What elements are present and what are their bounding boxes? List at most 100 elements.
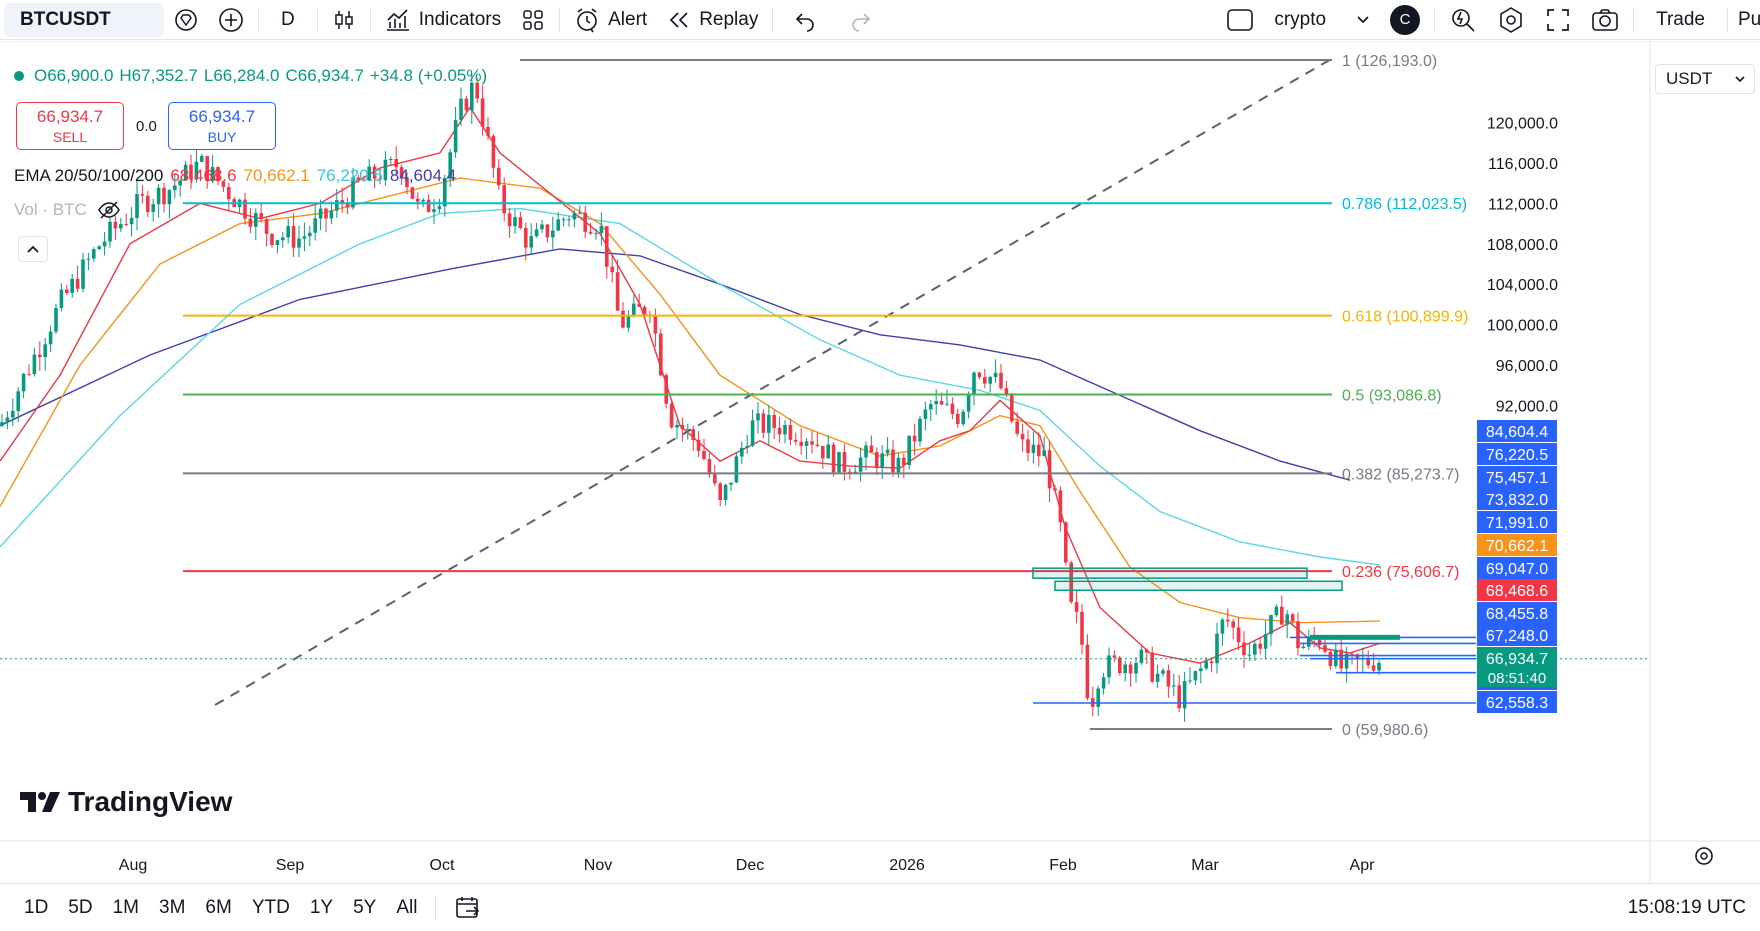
candle-body — [524, 228, 528, 248]
countdown-label: 08:51:40 — [1488, 670, 1546, 687]
watchlist-diamond-button[interactable] — [164, 0, 208, 40]
templates-button[interactable] — [511, 0, 555, 40]
time-tick-apr: Apr — [1350, 857, 1376, 874]
candle-body — [821, 446, 825, 459]
layout-name-button[interactable]: crypto — [1264, 0, 1380, 40]
supply-zone-box[interactable] — [1054, 580, 1343, 592]
chart-area[interactable]: 1 (126,193.0) 0.786 (112,023.5) 0.618 (100… — [0, 41, 1760, 883]
range-marker[interactable] — [1310, 634, 1400, 640]
range-button-5y[interactable]: 5Y — [353, 896, 377, 918]
sell-label: SELL — [52, 129, 88, 145]
price-badge-label: 71,991.0 — [1486, 515, 1548, 532]
candle-body — [475, 82, 479, 99]
candle-body — [529, 236, 533, 248]
candle-body — [1371, 665, 1376, 671]
candle-body — [286, 226, 290, 238]
ema-layer — [0, 106, 1381, 664]
candle-body — [459, 98, 463, 121]
collapse-legend-button[interactable] — [18, 236, 48, 262]
range-button-6m[interactable]: 6M — [205, 896, 232, 918]
range-button-3m[interactable]: 3M — [159, 896, 186, 918]
bottom-toolbar: 1D 5D 1M 3M 6M YTD 1Y 5Y All 15:08:19 UTC — [0, 883, 1760, 931]
alert-button[interactable]: Alert — [564, 0, 657, 40]
candle-body — [281, 237, 285, 241]
gear-icon[interactable] — [1695, 847, 1713, 865]
candle-body — [264, 219, 269, 234]
trade-button[interactable]: Trade — [1638, 0, 1723, 40]
candle-body — [1377, 662, 1381, 671]
ema-legend[interactable]: EMA 20/50/100/200 68,468.6 70,662.1 76,2… — [14, 166, 456, 186]
range-button-all[interactable]: All — [396, 896, 418, 918]
trade-label: Trade — [1656, 8, 1705, 30]
candle-body — [983, 377, 987, 384]
settings-gear-corner[interactable] — [1695, 847, 1713, 865]
price-tick: 112,000.0 — [1488, 196, 1558, 213]
redo-button[interactable] — [833, 0, 889, 40]
snapshot-button[interactable] — [1581, 0, 1629, 40]
quick-search-button[interactable] — [1439, 0, 1487, 40]
currency-selector[interactable]: USDT — [1655, 64, 1755, 94]
eye-off-icon[interactable] — [97, 200, 121, 220]
avatar-button[interactable]: C — [1380, 0, 1430, 40]
price-badge-label: 68,468.6 — [1486, 583, 1548, 600]
symbol-search-button[interactable]: BTCUSDT — [4, 2, 164, 37]
sell-button[interactable]: 66,934.7 SELL — [16, 102, 124, 150]
candle-body — [1150, 652, 1154, 682]
camera-icon — [1592, 8, 1618, 31]
candle-body — [1177, 685, 1181, 709]
candle-body — [1042, 450, 1046, 457]
price-tick: 96,000.0 — [1496, 358, 1558, 375]
range-button-1d[interactable]: 1D — [24, 896, 49, 918]
candle-body — [659, 333, 663, 376]
candle-body — [345, 202, 350, 208]
candle-body — [146, 195, 150, 212]
range-button-5d[interactable]: 5D — [68, 896, 93, 918]
range-button-1y[interactable]: 1Y — [309, 896, 334, 918]
candle-body — [486, 126, 490, 136]
range-button-ytd[interactable]: YTD — [251, 896, 290, 918]
price-scale[interactable]: 120,000.0 116,000.0 112,000.0 108,000.0 104,… — [1487, 116, 1558, 416]
candle-body — [324, 208, 328, 219]
candle-body — [588, 231, 593, 234]
candle-body — [151, 204, 155, 212]
buy-button[interactable]: 66,934.7 BUY — [168, 102, 276, 150]
time-scale[interactable]: Aug Sep Oct Nov Dec 2026 Feb Mar Apr — [119, 857, 1375, 874]
candle-body — [270, 234, 274, 245]
replay-button[interactable]: Replay — [657, 0, 768, 40]
candle-body — [1015, 421, 1019, 434]
indicators-button[interactable]: Indicators — [375, 0, 511, 40]
utc-clock[interactable]: 15:08:19 UTC — [1627, 897, 1746, 918]
symbol-label: BTCUSDT — [20, 8, 111, 30]
fib-trend-line[interactable] — [214, 57, 1334, 706]
grid-icon — [523, 9, 543, 30]
tradingview-logo[interactable]: TradingView — [20, 786, 232, 818]
range-button-1m[interactable]: 1M — [112, 896, 139, 918]
candle-body — [1215, 633, 1219, 664]
chart-canvas[interactable]: 1 (126,193.0) 0.786 (112,023.5) 0.618 (100… — [0, 41, 1760, 883]
drawings-layer[interactable] — [0, 567, 1650, 704]
candle-body — [437, 206, 442, 210]
publish-button[interactable]: Pu — [1732, 0, 1760, 40]
compare-symbol-button[interactable] — [208, 0, 254, 40]
trend-line-layer — [214, 57, 1334, 706]
candle-body — [702, 450, 706, 460]
candle-body — [1296, 621, 1300, 649]
candle-body — [691, 429, 695, 440]
candle-body — [1199, 668, 1203, 672]
settings-button[interactable] — [1487, 0, 1535, 40]
fibonacci-layer[interactable]: 1 (126,193.0) 0.786 (112,023.5) 0.618 (100… — [183, 53, 1468, 739]
supply-zone-box[interactable] — [1032, 567, 1308, 579]
candle-body — [675, 425, 679, 428]
chart-type-button[interactable] — [322, 0, 366, 40]
date-range-button[interactable] — [444, 888, 492, 928]
candle-body — [831, 444, 836, 473]
candle-body — [864, 445, 868, 458]
candle-body — [389, 159, 393, 160]
fullscreen-button[interactable] — [1535, 0, 1581, 40]
layout-toggle-button[interactable] — [1216, 0, 1264, 40]
interval-button[interactable]: D — [263, 0, 313, 40]
ema200-value: 84,604.4 — [389, 166, 457, 185]
volume-legend[interactable]: Vol · BTC — [14, 200, 121, 220]
undo-button[interactable] — [777, 0, 833, 40]
